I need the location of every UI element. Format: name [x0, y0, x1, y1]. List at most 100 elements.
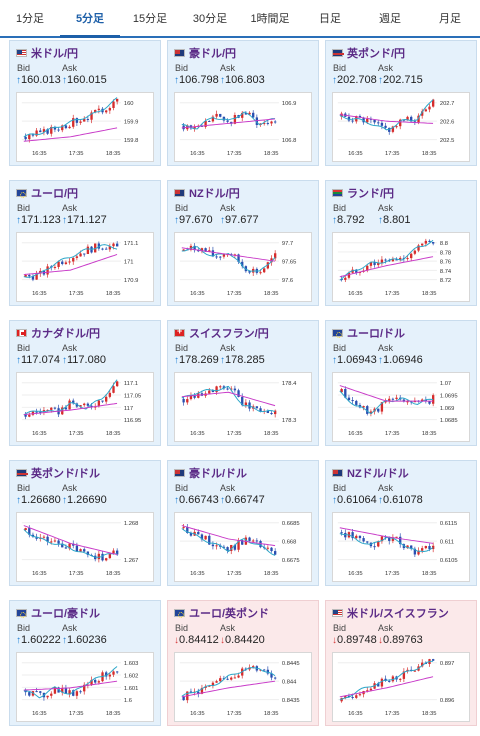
tab-timeframe[interactable]: 30分足 — [192, 13, 228, 25]
rate-card[interactable]: 豪ドル/ドル Bid Ask ↑0.66743 ↑0.66747 0.6685 0.668 0… — [167, 460, 319, 586]
candle-body — [112, 386, 115, 393]
ask-value: ↑1.06946 — [378, 354, 423, 366]
candle-body — [266, 669, 270, 674]
rate-card[interactable]: カナダドル/円 Bid Ask ↑117.074 ↑117.080 117.1 117.05… — [9, 320, 161, 446]
chart-y-tick-label: 1.268 — [124, 521, 139, 527]
chart-x-tick-label: 16:35 — [348, 711, 363, 717]
rate-card[interactable]: 英ポンド/ドル Bid Ask ↑1.26680 ↑1.26690 1.268 1.267 1… — [9, 460, 161, 586]
candlestick-chart[interactable]: 0.897 0.896 16:35 17:35 18:35 — [332, 652, 470, 722]
pair-title-link[interactable]: 米ドル/スイスフラン — [347, 608, 449, 620]
pair-title-link[interactable]: スイスフラン/円 — [189, 328, 269, 340]
candle-body — [208, 390, 211, 394]
tab-timeframe[interactable]: 日足 — [319, 13, 341, 25]
candle-body — [369, 688, 373, 691]
ask-price: 0.89763 — [383, 634, 423, 646]
chart-x-tick-label: 16:35 — [348, 571, 363, 577]
bid-label: Bid — [175, 623, 189, 633]
candle-body — [421, 111, 424, 116]
candle-body — [211, 682, 215, 686]
pair-title-link[interactable]: ユーロ/ドル — [347, 328, 406, 340]
candle-body — [24, 275, 27, 277]
rate-card[interactable]: 英ポンド/円 Bid Ask ↑202.708 ↑202.715 202.7 202.6 20… — [325, 40, 477, 166]
pair-title-link[interactable]: ユーロ/豪ドル — [31, 608, 101, 620]
rate-card[interactable]: ユーロ/ドル Bid Ask ↑1.06943 ↑1.06946 1.07 1.0695 1.… — [325, 320, 477, 446]
candlestick-chart[interactable]: 0.8445 0.844 0.8435 16:35 17:35 18:35 — [174, 652, 312, 722]
pair-title-link[interactable]: 豪ドル/円 — [189, 48, 237, 60]
bid-label: Bid — [175, 483, 189, 493]
candlestick-chart[interactable]: 106.9 106.8 16:35 17:35 18:35 — [174, 92, 312, 162]
candlestick-chart[interactable]: 1.268 1.267 16:35 17:35 18:35 — [16, 512, 154, 582]
rate-card[interactable]: NZドル/ドル Bid Ask ↑0.61064 ↑0.61078 0.6115 0.611… — [325, 460, 477, 586]
tab-timeframe[interactable]: 週足 — [379, 13, 401, 25]
card-header: ランド/円 — [332, 185, 394, 201]
candle-body — [112, 101, 115, 109]
candle-body — [204, 248, 207, 252]
ma-fast-line — [339, 660, 434, 701]
candlestick-chart[interactable]: 202.7 202.6 202.5 16:35 17:35 18:35 — [332, 92, 470, 162]
ask-price: 1.26690 — [67, 494, 107, 506]
candlestick-chart[interactable]: 97.7 97.65 97.6 16:35 17:35 18:35 — [174, 232, 312, 302]
bid-label: Bid — [333, 623, 347, 633]
tab-timeframe[interactable]: 5分足 — [60, 0, 120, 38]
pair-title-link[interactable]: NZドル/ドル — [347, 468, 409, 480]
pair-title-link[interactable]: 米ドル/円 — [31, 48, 79, 60]
candlestick-chart[interactable]: 0.6115 0.611 0.6105 16:35 17:35 18:35 — [332, 512, 470, 582]
ask-price: 160.015 — [67, 74, 107, 86]
rate-card[interactable]: NZドル/円 Bid Ask ↑97.670 ↑97.677 97.7 97.65 97.6 1… — [167, 180, 319, 306]
candlestick-chart[interactable]: 171.1 171 170.9 16:35 17:35 18:35 — [16, 232, 154, 302]
rate-card[interactable]: 米ドル/スイスフラン Bid Ask ↓0.89748 ↓0.89763 0.897 0.8… — [325, 600, 477, 726]
chart-x-tick-label: 18:35 — [264, 571, 279, 577]
candlestick-chart[interactable]: 1.07 1.0695 1.069 1.0685 16:35 17:35 18:35 — [332, 372, 470, 442]
pair-title-link[interactable]: 英ポンド/円 — [347, 48, 406, 60]
pair-title-link[interactable]: 豪ドル/ドル — [189, 468, 248, 480]
rate-card[interactable]: ランド/円 Bid Ask ↑8.792 ↑8.801 8.8 8.78 8.76 8.74 8.… — [325, 180, 477, 306]
candle-body — [373, 119, 376, 123]
tab-timeframe[interactable]: 1分足 — [15, 13, 45, 25]
candlestick-chart[interactable]: 178.4 178.3 16:35 17:35 18:35 — [174, 372, 312, 442]
pair-title-link[interactable]: NZドル/円 — [189, 188, 240, 200]
pair-title-link[interactable]: ランド/円 — [347, 188, 395, 200]
pair-title-link[interactable]: ユーロ/円 — [31, 188, 79, 200]
rate-card[interactable]: スイスフラン/円BidAsk↑178.269↑178.285178.4178.3… — [167, 320, 319, 446]
candlestick-chart[interactable]: 0.6685 0.668 0.6675 16:35 17:35 18:35 — [174, 512, 312, 582]
tab-timeframe[interactable]: 15分足 — [132, 13, 168, 25]
pair-title-link[interactable]: ユーロ/英ポンド — [189, 608, 270, 620]
candle-body — [263, 122, 266, 124]
chart-x-tick-label: 16:35 — [32, 151, 47, 157]
rate-card[interactable]: ユーロ/英ポンド Bid Ask ↓0.84412 ↓0.84420 0.8445 0.84… — [167, 600, 319, 726]
candle-body — [61, 125, 64, 131]
candle-body — [428, 546, 431, 550]
candle-body — [50, 693, 53, 696]
candle-body — [248, 271, 251, 273]
candle-body — [83, 549, 86, 552]
candle-body — [215, 113, 218, 117]
candle-body — [182, 249, 185, 251]
bid-label: Bid — [17, 63, 31, 73]
rate-card[interactable]: 豪ドル/円 Bid Ask ↑106.798 ↑106.803 106.9 106.8 16:… — [167, 40, 319, 166]
up-arrow-icon: ↑ — [378, 495, 383, 506]
candle-body — [347, 272, 351, 278]
up-arrow-icon: ↑ — [16, 215, 21, 226]
candlestick-chart[interactable]: 160 159.9 159.8 16:35 17:35 18:35 — [16, 92, 154, 162]
candle-body — [197, 250, 200, 252]
tab-timeframe[interactable]: 月足 — [439, 13, 461, 25]
candle-body — [377, 408, 380, 412]
timeframe-tabs: 1分足 5分足 15分足 30分足 1時間足 日足 週足 月足 — [0, 0, 480, 38]
rate-card[interactable]: ユーロ/円 Bid Ask ↑171.123 ↑171.127 171.1 171 170.9… — [9, 180, 161, 306]
chart-y-tick-label: 202.5 — [440, 138, 455, 144]
candlestick-chart[interactable]: 117.1 117.05 117 116.95 16:35 17:35 18:35 — [16, 372, 154, 442]
rate-card[interactable]: ユーロ/豪ドル Bid Ask ↑1.60222 ↑1.60236 1.603 1.602 1… — [9, 600, 161, 726]
candlestick-chart[interactable]: 1.603 1.602 1.601 1.6 16:35 17:35 18:35 — [16, 652, 154, 722]
card-header: スイスフラン/円 — [174, 325, 269, 341]
rate-card[interactable]: 米ドル/円 Bid Ask ↑160.013 ↑160.015 160 159.9 159.8… — [9, 40, 161, 166]
pair-title-link[interactable]: カナダドル/円 — [31, 328, 101, 340]
candlestick-chart[interactable]: 8.8 8.78 8.76 8.74 8.72 16:35 17:35 18:35 — [332, 232, 470, 302]
candle-body — [28, 692, 31, 696]
candle-body — [384, 401, 387, 403]
bid-price: 0.66743 — [179, 494, 219, 506]
tab-timeframe[interactable]: 1時間足 — [250, 13, 290, 25]
pair-title-link[interactable]: 英ポンド/ドル — [31, 468, 101, 480]
candle-body — [388, 536, 391, 541]
up-arrow-icon: ↑ — [174, 75, 179, 86]
candle-body — [270, 673, 273, 678]
